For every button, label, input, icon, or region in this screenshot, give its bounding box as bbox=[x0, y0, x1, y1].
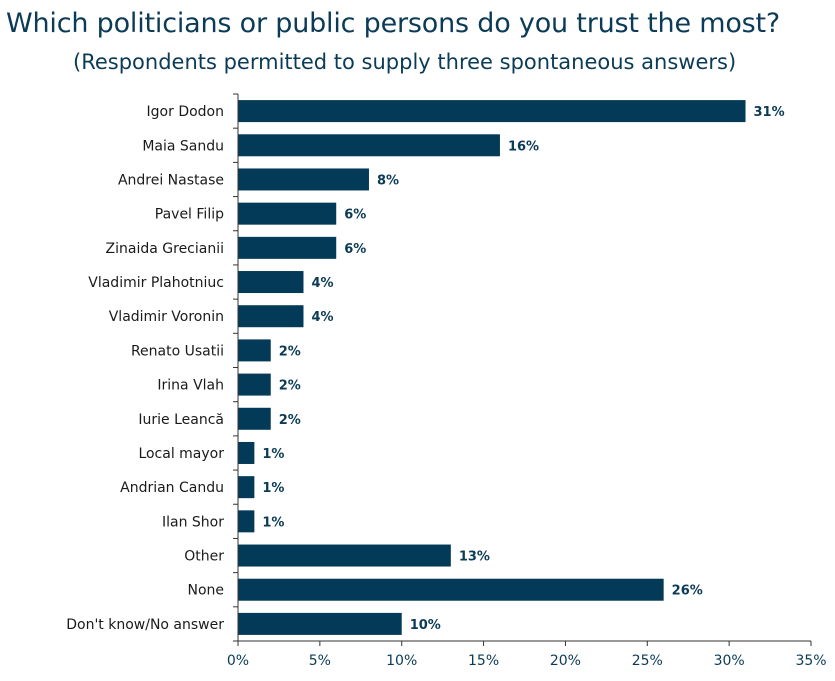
x-tick-label: 30% bbox=[714, 653, 745, 669]
data-label: 4% bbox=[311, 276, 333, 291]
data-label: 6% bbox=[344, 242, 366, 257]
data-label: 1% bbox=[262, 481, 284, 496]
category-label: Iurie Leancă bbox=[138, 412, 224, 428]
bar bbox=[238, 441, 255, 464]
data-label: 8% bbox=[377, 173, 399, 188]
data-label: 16% bbox=[508, 139, 539, 154]
category-label: Don't know/No answer bbox=[66, 617, 224, 633]
category-label: Vladimir Plahotniuc bbox=[88, 275, 224, 291]
data-label: 1% bbox=[262, 447, 284, 462]
chart-subtitle: (Respondents permitted to supply three s… bbox=[73, 50, 737, 74]
data-label: 31% bbox=[754, 105, 785, 120]
bar bbox=[238, 612, 402, 635]
x-tick-label: 10% bbox=[386, 653, 417, 669]
category-label: Andrian Candu bbox=[120, 480, 224, 496]
category-label: Igor Dodon bbox=[147, 104, 224, 120]
bar bbox=[238, 510, 255, 533]
bar bbox=[238, 476, 255, 499]
bar bbox=[238, 236, 337, 259]
x-tick-label: 15% bbox=[468, 653, 499, 669]
category-label: Zinaida Grecianii bbox=[106, 241, 224, 257]
bar bbox=[238, 202, 337, 225]
bar bbox=[238, 373, 271, 396]
bar bbox=[238, 407, 271, 430]
bar bbox=[238, 578, 664, 601]
data-label: 4% bbox=[311, 310, 333, 325]
data-label: 1% bbox=[262, 515, 284, 530]
bar bbox=[238, 271, 304, 294]
data-label: 26% bbox=[672, 584, 703, 599]
x-tick-label: 0% bbox=[227, 653, 249, 669]
category-label: Irina Vlah bbox=[157, 378, 224, 394]
x-tick-label: 35% bbox=[795, 653, 826, 669]
data-label: 13% bbox=[459, 550, 490, 565]
bar bbox=[238, 168, 369, 191]
bar bbox=[238, 134, 500, 157]
data-label: 2% bbox=[279, 379, 301, 394]
category-label: Maia Sandu bbox=[142, 138, 224, 154]
data-label: 6% bbox=[344, 208, 366, 223]
bar bbox=[238, 339, 271, 362]
category-label: Other bbox=[184, 549, 224, 565]
chart-title: Which politicians or public persons do y… bbox=[6, 8, 781, 39]
bar bbox=[238, 544, 451, 567]
bar bbox=[238, 305, 304, 328]
data-label: 2% bbox=[279, 413, 301, 428]
x-tick-label: 20% bbox=[550, 653, 581, 669]
data-label: 2% bbox=[279, 344, 301, 359]
category-label: Ilan Shor bbox=[162, 514, 224, 530]
bar bbox=[238, 100, 746, 123]
x-tick-label: 5% bbox=[309, 653, 331, 669]
category-label: Pavel Filip bbox=[155, 207, 224, 223]
category-label: Andrei Nastase bbox=[118, 172, 224, 188]
category-label: Local mayor bbox=[138, 446, 224, 462]
data-label: 10% bbox=[410, 618, 441, 633]
category-label: Vladimir Voronin bbox=[109, 309, 224, 325]
category-label: Renato Usatii bbox=[131, 343, 224, 359]
x-tick-label: 25% bbox=[632, 653, 663, 669]
category-label: None bbox=[187, 583, 224, 599]
